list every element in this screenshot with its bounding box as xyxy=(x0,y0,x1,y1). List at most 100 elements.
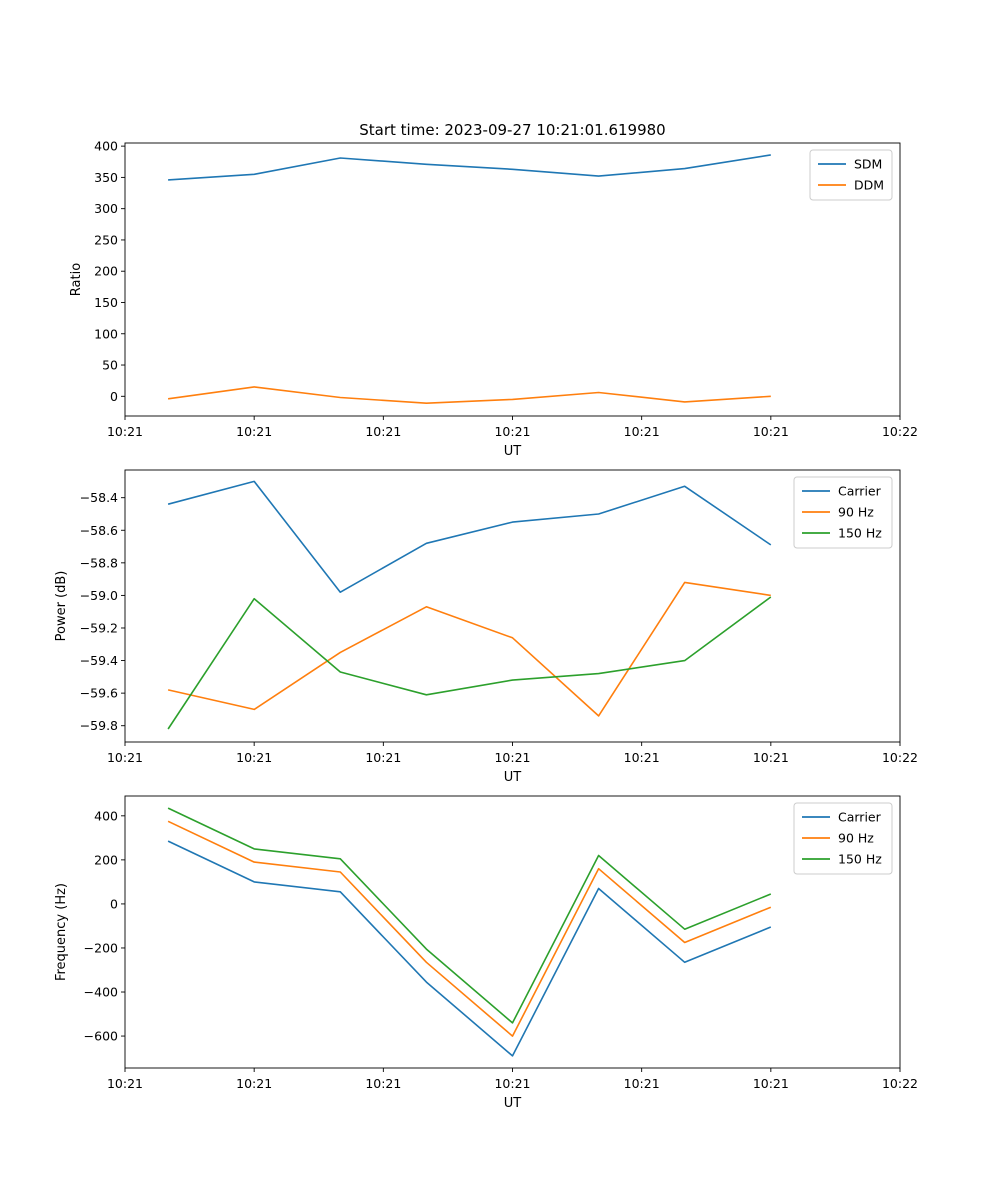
x-tick-label: 10:22 xyxy=(882,424,918,439)
x-tick-label: 10:21 xyxy=(107,424,143,439)
data-point xyxy=(512,679,514,681)
y-axis-label: Ratio xyxy=(69,263,84,296)
data-point xyxy=(253,386,255,388)
x-tick-label: 10:21 xyxy=(236,750,272,765)
data-point xyxy=(253,861,255,863)
legend-label: 90 Hz xyxy=(838,505,874,520)
series-line-90-hz xyxy=(167,820,772,1037)
data-point xyxy=(339,397,341,399)
data-point xyxy=(167,840,169,842)
y-tick-label: −58.6 xyxy=(80,523,118,538)
series-line-90-hz xyxy=(167,581,771,717)
data-point xyxy=(426,981,428,983)
x-tick-label: 10:21 xyxy=(494,1076,530,1091)
data-point xyxy=(770,395,772,397)
y-tick-label: −200 xyxy=(84,940,118,955)
data-point xyxy=(339,671,341,673)
x-tick-label: 10:21 xyxy=(365,424,401,439)
data-point xyxy=(339,891,341,893)
data-point xyxy=(598,175,600,177)
x-tick-label: 10:21 xyxy=(624,750,660,765)
x-tick-label: 10:21 xyxy=(107,1076,143,1091)
y-tick-label: −59.0 xyxy=(80,588,118,603)
legend: Carrier 90 Hz 150 Hz xyxy=(793,476,893,549)
data-point xyxy=(339,858,341,860)
data-point xyxy=(167,807,169,809)
data-point xyxy=(598,715,600,717)
x-tick-label: 10:21 xyxy=(753,1076,789,1091)
data-point xyxy=(512,637,514,639)
data-point xyxy=(684,961,686,963)
x-tick-label: 10:22 xyxy=(882,750,918,765)
legend-label: Carrier xyxy=(838,810,882,825)
series-line-sdm xyxy=(168,154,771,181)
data-point xyxy=(684,485,686,487)
data-point xyxy=(512,1035,514,1037)
data-point xyxy=(426,542,428,544)
series-line-150-hz xyxy=(167,807,772,1024)
y-tick-label: 300 xyxy=(94,201,118,216)
data-point xyxy=(770,154,772,156)
x-tick-label: 10:21 xyxy=(236,1076,272,1091)
y-tick-label: 150 xyxy=(94,295,118,310)
data-point xyxy=(253,598,255,600)
x-tick-label: 10:21 xyxy=(107,750,143,765)
data-point xyxy=(339,871,341,873)
data-point xyxy=(598,673,600,675)
data-point xyxy=(770,596,772,598)
y-tick-label: 0 xyxy=(110,896,118,911)
data-point xyxy=(167,398,169,400)
data-point xyxy=(512,1022,514,1024)
legend-label: 150 Hz xyxy=(838,526,882,541)
data-point xyxy=(426,961,428,963)
data-point xyxy=(426,606,428,608)
legend: SDM DDM xyxy=(809,149,893,201)
legend: Carrier 90 Hz 150 Hz xyxy=(793,802,893,875)
data-point xyxy=(770,926,772,928)
x-axis-label: UT xyxy=(504,444,522,459)
legend-label: DDM xyxy=(854,178,884,193)
x-tick-label: 10:21 xyxy=(753,750,789,765)
data-point xyxy=(253,848,255,850)
x-tick-label: 10:21 xyxy=(624,424,660,439)
data-point xyxy=(512,168,514,170)
y-tick-label: −58.8 xyxy=(80,555,118,570)
y-tick-label: 200 xyxy=(94,852,118,867)
series-line-carrier xyxy=(167,840,772,1057)
chart-3: 10:21 10:21 10:21 10:21 10:21 10:21 10:22 −600 −… xyxy=(54,795,918,1111)
legend-label: 90 Hz xyxy=(838,831,874,846)
data-point xyxy=(167,821,169,823)
legend-box xyxy=(793,476,893,549)
y-tick-label: −59.8 xyxy=(80,718,118,733)
series-line-ddm xyxy=(167,386,771,405)
data-point xyxy=(598,513,600,515)
legend-box xyxy=(793,802,893,875)
x-tick-label: 10:22 xyxy=(882,1076,918,1091)
data-point xyxy=(426,948,428,950)
legend-label: 150 Hz xyxy=(838,852,882,867)
y-tick-label: 0 xyxy=(110,389,118,404)
y-tick-label: −59.4 xyxy=(80,653,118,668)
data-point xyxy=(512,521,514,523)
y-tick-label: 400 xyxy=(94,139,118,154)
data-point xyxy=(253,481,255,483)
data-point xyxy=(253,881,255,883)
data-point xyxy=(770,893,772,895)
data-point xyxy=(426,163,428,165)
series-line-carrier xyxy=(167,480,772,594)
data-point xyxy=(684,582,686,584)
data-point xyxy=(598,888,600,890)
y-tick-label: −59.2 xyxy=(80,620,118,635)
x-axis-label: UT xyxy=(504,1096,522,1111)
data-point xyxy=(512,1055,514,1057)
x-tick-label: 10:21 xyxy=(365,1076,401,1091)
data-point xyxy=(770,595,772,597)
y-axis-label: Frequency (Hz) xyxy=(54,883,69,981)
chart-2: 10:21 10:21 10:21 10:21 10:21 10:21 10:22 −59.8… xyxy=(54,469,918,785)
y-tick-label: −400 xyxy=(84,985,118,1000)
data-point xyxy=(426,694,428,696)
x-tick-label: 10:21 xyxy=(365,750,401,765)
data-point xyxy=(598,392,600,394)
chart-1: Start time: 2023-09-27 10:21:01.619980 10… xyxy=(69,121,918,459)
